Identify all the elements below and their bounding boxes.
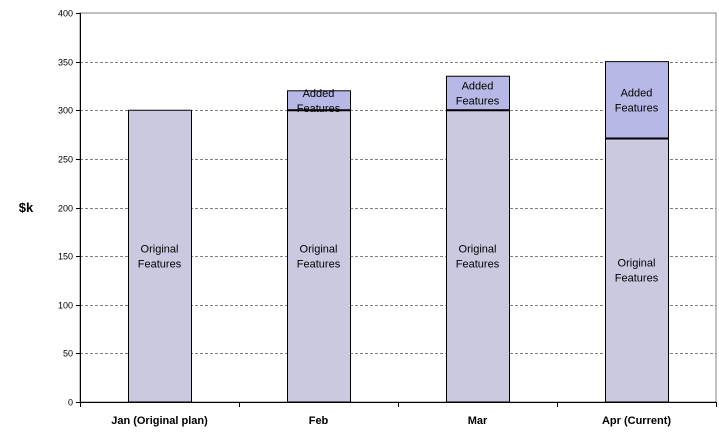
original-features-label: Features	[456, 259, 500, 271]
y-axis-title: $k	[19, 200, 34, 215]
added-features-bar	[446, 75, 510, 111]
y-tick-label: 300	[58, 106, 73, 116]
y-tick-label: 250	[58, 155, 73, 165]
original-features-label: Original	[618, 258, 656, 270]
added-features-label: Features	[615, 103, 659, 115]
bars	[128, 61, 669, 403]
y-tick-label: 0	[68, 398, 73, 408]
axes: 0 50 100 150 200 250 300 350 400	[58, 9, 717, 408]
added-features-label: Added	[462, 81, 494, 93]
added-features-label: Features	[297, 103, 341, 115]
original-features-label: Original	[141, 244, 179, 256]
original-features-label: Features	[615, 273, 659, 285]
y-tick-label: 350	[58, 58, 73, 68]
y-tick-label: 50	[63, 349, 73, 359]
x-category-label: Apr (Current)	[602, 415, 671, 427]
x-category-label: Mar	[468, 415, 488, 427]
x-category-label: Feb	[309, 415, 329, 427]
original-features-label: Features	[297, 259, 341, 271]
original-features-bar	[446, 109, 510, 403]
original-features-label: Original	[300, 244, 338, 256]
y-tick-label: 100	[58, 301, 73, 311]
original-features-bar	[287, 109, 351, 403]
x-category-label: Jan (Original plan)	[111, 415, 208, 427]
y-tick-label: 150	[58, 252, 73, 262]
added-features-label: Added	[621, 88, 653, 100]
added-features-label: Added	[303, 88, 335, 100]
labels: Jan (Original plan) Feb Mar Apr (Current) Or…	[111, 81, 671, 427]
original-features-bar	[128, 109, 192, 403]
original-features-label: Features	[138, 259, 182, 271]
added-features-label: Features	[456, 96, 500, 108]
y-tick-label: 400	[58, 9, 73, 19]
original-features-bar	[605, 137, 669, 403]
added-features-bar	[605, 61, 669, 139]
original-features-label: Original	[459, 244, 497, 256]
y-tick-label: 200	[58, 204, 73, 214]
